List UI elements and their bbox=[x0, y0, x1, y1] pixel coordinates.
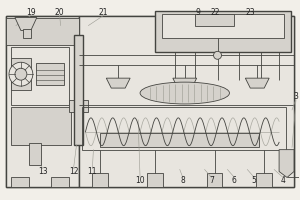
Text: 6: 6 bbox=[232, 176, 237, 185]
Polygon shape bbox=[15, 18, 37, 30]
Text: 20: 20 bbox=[55, 8, 64, 17]
Bar bbox=[92, 173, 108, 187]
Text: 7: 7 bbox=[209, 176, 214, 185]
Bar bbox=[162, 14, 284, 38]
Bar bbox=[155, 11, 291, 52]
Text: 3: 3 bbox=[293, 92, 298, 101]
Text: 21: 21 bbox=[99, 8, 108, 17]
Bar bbox=[6, 18, 79, 45]
Bar bbox=[11, 177, 29, 187]
Bar bbox=[29, 143, 41, 165]
Bar bbox=[6, 16, 294, 187]
Bar bbox=[11, 47, 69, 105]
Bar bbox=[69, 100, 88, 112]
Text: 13: 13 bbox=[38, 167, 48, 176]
Polygon shape bbox=[106, 78, 130, 88]
Bar bbox=[79, 16, 294, 187]
Text: 5: 5 bbox=[252, 176, 257, 185]
Bar bbox=[11, 58, 31, 90]
Bar bbox=[11, 107, 70, 145]
Text: 9: 9 bbox=[195, 8, 200, 17]
Text: 4: 4 bbox=[280, 176, 286, 185]
Text: 10: 10 bbox=[135, 176, 145, 185]
Circle shape bbox=[9, 62, 33, 86]
Bar bbox=[256, 173, 272, 187]
Polygon shape bbox=[173, 78, 197, 88]
Text: 19: 19 bbox=[26, 8, 36, 17]
Polygon shape bbox=[279, 150, 294, 177]
Text: 11: 11 bbox=[88, 167, 97, 176]
Bar bbox=[100, 133, 259, 147]
Bar bbox=[82, 107, 286, 150]
Circle shape bbox=[15, 68, 27, 80]
Bar bbox=[207, 173, 223, 187]
Ellipse shape bbox=[140, 82, 230, 104]
Bar bbox=[51, 177, 69, 187]
Bar bbox=[6, 16, 79, 187]
Bar bbox=[74, 35, 83, 145]
Polygon shape bbox=[245, 78, 269, 88]
Text: 22: 22 bbox=[211, 8, 220, 17]
Text: 23: 23 bbox=[245, 8, 255, 17]
Bar bbox=[23, 29, 31, 38]
Text: 12: 12 bbox=[69, 167, 78, 176]
Bar bbox=[36, 63, 64, 85]
Bar bbox=[147, 173, 163, 187]
Bar bbox=[195, 14, 234, 26]
Text: 8: 8 bbox=[180, 176, 185, 185]
Circle shape bbox=[214, 51, 221, 59]
